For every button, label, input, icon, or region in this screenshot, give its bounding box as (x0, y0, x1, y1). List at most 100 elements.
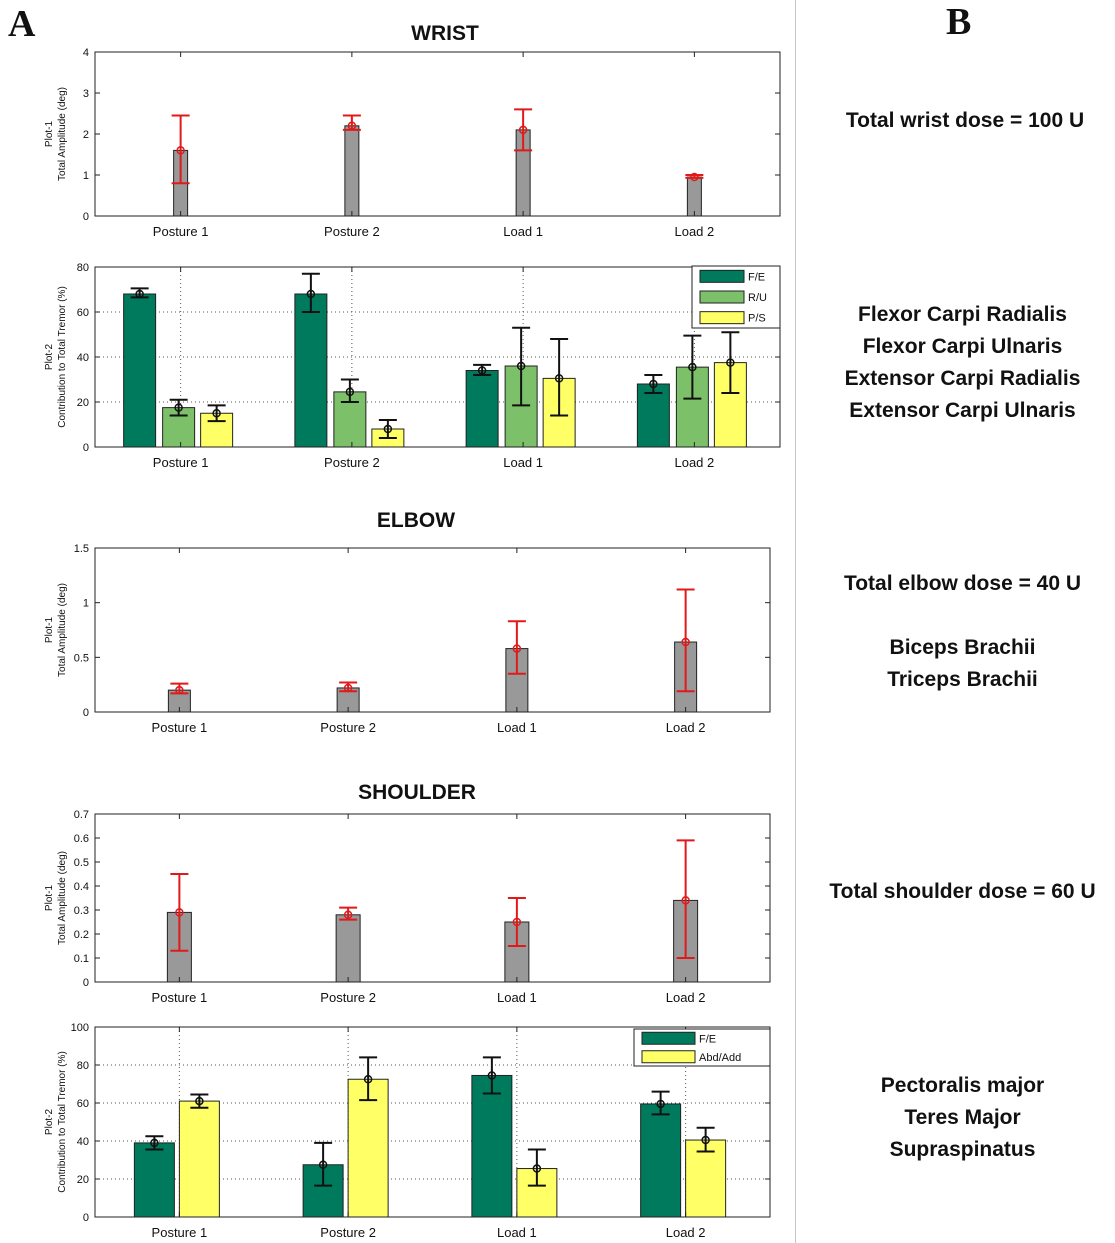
legend-label: R/U (748, 292, 767, 304)
y-tick-label: 0 (83, 707, 89, 719)
mean-marker (150, 1138, 159, 1148)
y-tick-label: 80 (77, 262, 89, 274)
x-tick-label: Posture 1 (152, 1225, 208, 1240)
x-tick-label: Posture 1 (152, 990, 208, 1005)
muscle-name: Supraspinatus (889, 1138, 1036, 1161)
y-axis-label: Total Amplitude (deg) (57, 583, 68, 677)
shoulder-amplitude-chart: 0 0.1 0.2 0.3 0.4 0.5 0.6 0.7 Posture 1 Posture 2… (44, 809, 771, 1005)
mean-marker (477, 366, 487, 375)
mean-marker (383, 424, 393, 434)
bar (347, 1078, 389, 1218)
mean-marker (649, 379, 658, 389)
y-axis-label: Plot-2 (44, 1109, 55, 1136)
wrist-muscle-list: Flexor Carpi Radialis Flexor Carpi Ulnar… (800, 299, 1115, 427)
mean-marker (175, 685, 184, 695)
x-tick-label: Load 2 (674, 224, 714, 239)
x-tick-label: Posture 2 (324, 224, 380, 239)
mean-marker (518, 125, 528, 135)
mean-marker (554, 374, 564, 383)
elbow-muscle-list: Biceps Brachii Triceps Brachii (800, 632, 1115, 696)
muscle-name: Biceps Brachii (889, 636, 1036, 659)
muscle-name: Pectoralis major (880, 1074, 1045, 1097)
panel-label-a: A (8, 3, 36, 45)
legend-label: P/S (748, 313, 766, 325)
mean-marker (726, 358, 735, 367)
shoulder-dose-text: Total shoulder dose = 60 U (829, 880, 1096, 903)
y-tick-label: 0 (83, 211, 89, 223)
legend-label: Abd/Add (699, 1052, 741, 1064)
y-axis-label: Plot-1 (44, 121, 55, 148)
section-title-elbow: ELBOW (376, 509, 456, 532)
x-tick-label: Posture 1 (152, 720, 208, 735)
muscle-name: Extensor Carpi Ulnaris (849, 399, 1076, 422)
mean-marker (512, 917, 522, 927)
mean-marker (174, 403, 183, 412)
y-tick-label: 4 (83, 47, 89, 59)
mean-marker (176, 146, 185, 155)
x-tick-label: Load 1 (503, 455, 543, 470)
elbow-dose-note: Total elbow dose = 40 U (800, 568, 1115, 600)
y-tick-label: 0.7 (74, 809, 89, 821)
legend-swatch (641, 1050, 696, 1064)
y-axis-label: Contribution to Total Tremor (%) (57, 286, 68, 428)
mean-marker (195, 1096, 204, 1106)
wrist-amplitude-chart: 0 1 2 3 4 Posture 1 Posture 2 Load 1 Load 2 Plot-… (44, 47, 781, 239)
x-tick-label: Posture 2 (320, 720, 376, 735)
panel-label-b: B (946, 1, 972, 43)
bar (123, 293, 157, 448)
y-tick-label: 60 (77, 1098, 89, 1110)
y-tick-label: 1 (83, 598, 89, 610)
mean-marker (516, 361, 526, 371)
axes-frame (94, 813, 771, 983)
y-tick-label: 0.2 (74, 929, 89, 941)
section-title-wrist: WRIST (411, 22, 479, 45)
mean-marker (688, 362, 697, 372)
bar (133, 1142, 175, 1218)
x-tick-label: Posture 1 (153, 455, 209, 470)
bar (178, 1100, 220, 1218)
wrist-dose-text: Total wrist dose = 100 U (845, 109, 1085, 132)
muscle-name: Triceps Brachii (887, 668, 1038, 691)
legend-label: F/E (748, 271, 765, 283)
panel-divider (795, 0, 796, 1243)
mean-marker (345, 387, 355, 397)
muscle-name: Teres Major (904, 1106, 1021, 1129)
x-tick-label: Load 2 (666, 1225, 706, 1240)
wrist-dose-note: Total wrist dose = 100 U (800, 105, 1115, 137)
mean-marker (681, 637, 690, 647)
y-tick-label: 1.5 (74, 543, 89, 555)
x-tick-label: Posture 2 (320, 1225, 376, 1240)
mean-marker (512, 644, 522, 653)
mean-marker (487, 1071, 497, 1080)
y-tick-label: 0 (83, 1212, 89, 1224)
y-axis-label: Plot-2 (44, 344, 55, 371)
legend-swatch (699, 290, 745, 304)
y-tick-label: 0.5 (74, 857, 89, 869)
axes-frame (94, 547, 771, 713)
mean-marker (175, 908, 184, 917)
muscle-name: Extensor Carpi Radialis (844, 367, 1081, 390)
x-tick-label: Load 2 (666, 720, 706, 735)
y-axis-label: Total Amplitude (deg) (57, 851, 68, 945)
bar (344, 125, 360, 217)
elbow-dose-text: Total elbow dose = 40 U (843, 572, 1082, 595)
y-tick-label: 3 (83, 88, 89, 100)
mean-marker (363, 1075, 373, 1084)
shoulder-muscle-list: Pectoralis major Teres Major Supraspinat… (800, 1070, 1115, 1166)
legend-swatch (641, 1031, 696, 1045)
y-tick-label: 80 (77, 1060, 89, 1072)
muscle-name: Flexor Carpi Radialis (858, 303, 1067, 326)
mean-marker (343, 683, 353, 693)
bar (686, 176, 702, 217)
mean-marker (690, 172, 699, 182)
x-tick-label: Load 1 (503, 224, 543, 239)
wrist-contribution-chart: 0 20 40 60 80 Posture 1 Posture 2 Load 1 Load 2 P… (44, 262, 781, 470)
y-axis-label: Plot-1 (44, 617, 55, 644)
legend-label: F/E (699, 1033, 716, 1045)
y-axis-label: Total Amplitude (deg) (57, 87, 68, 181)
y-tick-label: 40 (77, 1136, 89, 1148)
y-tick-label: 40 (77, 352, 89, 364)
bar (471, 1074, 513, 1218)
y-tick-label: 0.1 (74, 953, 89, 965)
bar (640, 1103, 682, 1218)
